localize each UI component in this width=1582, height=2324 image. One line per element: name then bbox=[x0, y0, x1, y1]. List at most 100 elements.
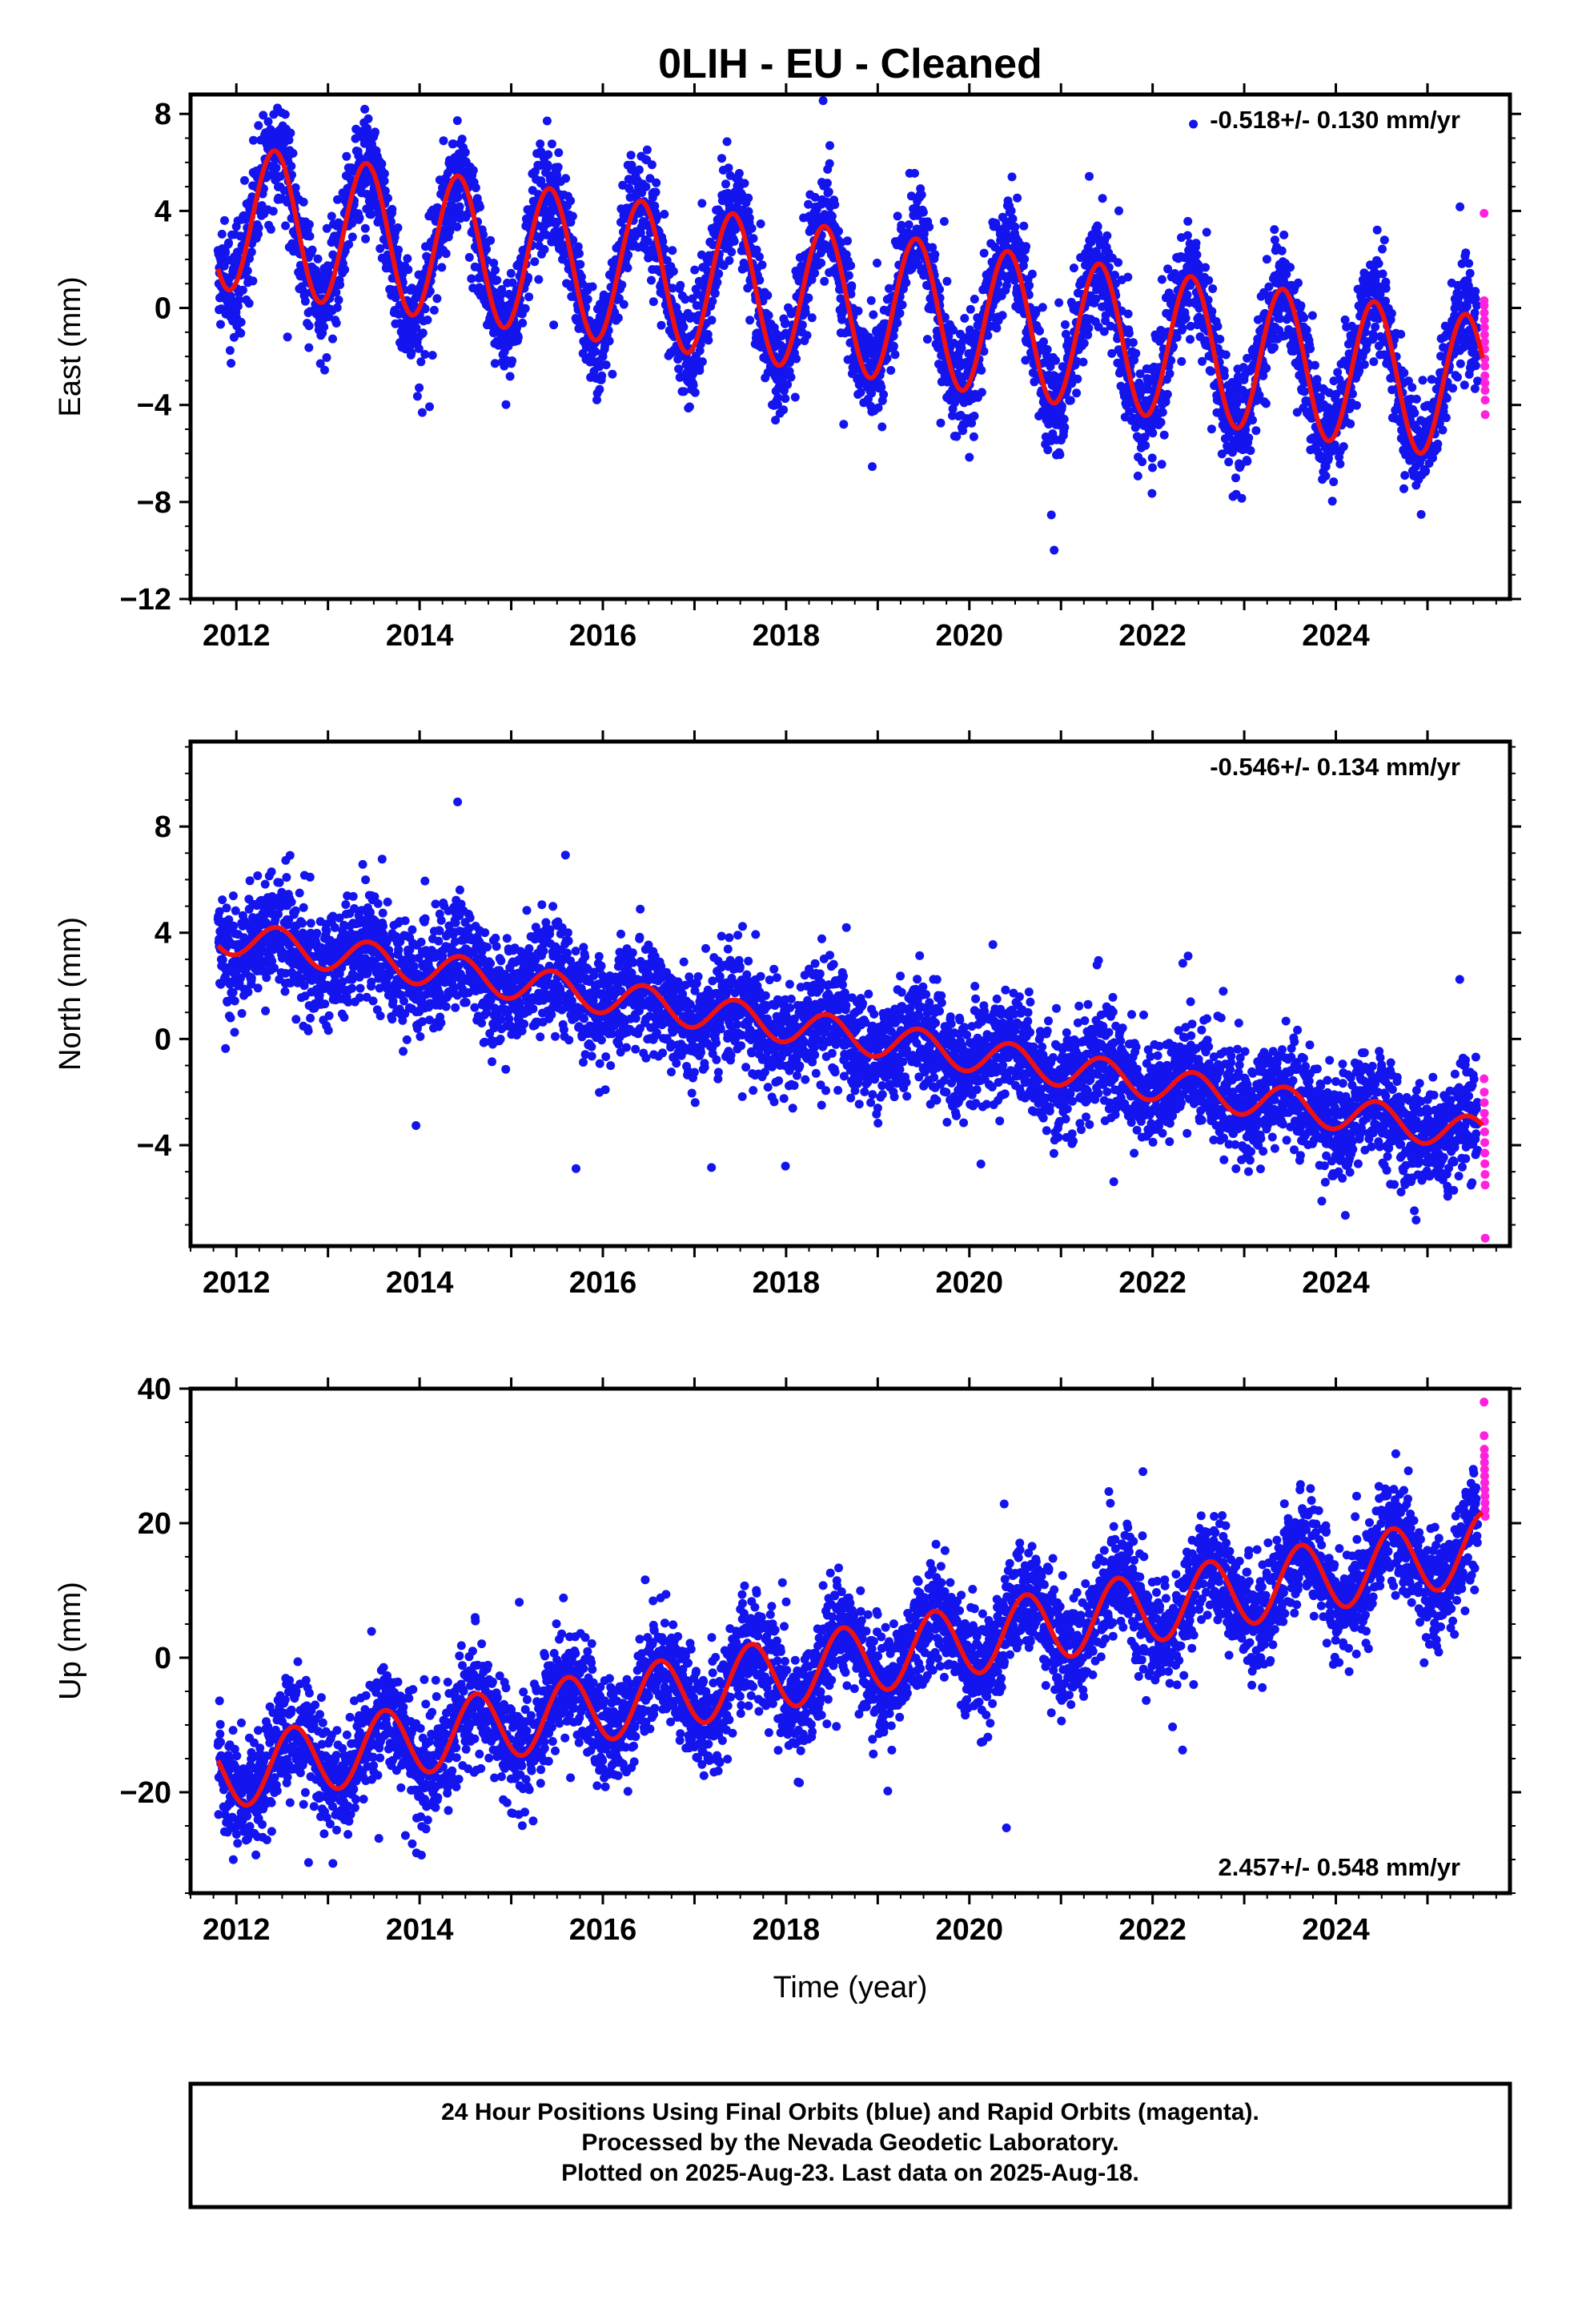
east-final-point bbox=[1131, 348, 1141, 358]
east-final-point bbox=[1237, 493, 1247, 503]
east-final-point bbox=[647, 160, 656, 170]
east-final-point bbox=[977, 365, 986, 375]
east-final-point bbox=[1039, 337, 1048, 347]
east-final-point bbox=[810, 268, 820, 278]
east-final-point bbox=[327, 211, 336, 221]
east-final-point bbox=[221, 247, 231, 257]
east-final-point bbox=[1158, 408, 1167, 417]
east-final-point bbox=[844, 271, 853, 280]
east-final-point bbox=[344, 239, 354, 249]
east-final-point bbox=[1215, 335, 1225, 344]
east-final-point bbox=[247, 247, 256, 257]
east-final-point bbox=[623, 263, 632, 272]
east-ytick-label: 0 bbox=[155, 292, 171, 326]
east-final-point bbox=[868, 462, 877, 472]
east-final-point bbox=[428, 351, 437, 360]
north-final-point bbox=[218, 895, 227, 905]
east-final-point bbox=[922, 335, 932, 344]
north-final-point bbox=[230, 1027, 239, 1037]
east-final-point bbox=[225, 346, 235, 356]
east-final-point bbox=[1400, 471, 1410, 480]
east-final-point bbox=[1299, 313, 1309, 323]
east-final-point bbox=[244, 299, 254, 308]
east-final-point bbox=[322, 223, 331, 233]
east-final-point bbox=[534, 275, 544, 284]
east-rapid-point bbox=[1480, 208, 1489, 218]
east-final-point bbox=[524, 292, 534, 302]
east-final-point bbox=[681, 295, 690, 304]
north-final-orbit-series bbox=[213, 797, 1483, 1224]
east-final-point bbox=[1050, 545, 1059, 555]
east-final-point bbox=[792, 354, 801, 364]
east-final-point bbox=[1008, 214, 1018, 223]
east-final-point bbox=[363, 114, 373, 123]
east-final-point bbox=[1243, 456, 1252, 466]
east-final-point bbox=[573, 242, 583, 251]
east-final-point bbox=[1061, 320, 1070, 329]
east-final-point bbox=[747, 223, 757, 233]
east-final-point bbox=[486, 235, 496, 245]
east-final-point bbox=[271, 163, 281, 173]
east-final-point bbox=[1262, 255, 1271, 264]
east-final-point bbox=[347, 232, 357, 242]
east-final-point bbox=[1456, 359, 1465, 368]
east-final-point bbox=[689, 380, 698, 390]
east-final-point bbox=[992, 324, 1002, 333]
east-final-point bbox=[598, 352, 608, 361]
east-final-point bbox=[692, 301, 701, 310]
east-final-point bbox=[380, 186, 390, 195]
east-final-point bbox=[895, 308, 905, 318]
east-final-point bbox=[1286, 263, 1295, 272]
east-final-point bbox=[1339, 442, 1348, 452]
east-final-point bbox=[367, 210, 375, 219]
east-ytick-label: 8 bbox=[155, 98, 171, 131]
east-final-point bbox=[299, 197, 308, 207]
east-final-point bbox=[818, 96, 828, 106]
east-final-point bbox=[566, 196, 576, 206]
east-final-point bbox=[322, 353, 331, 362]
east-final-point bbox=[568, 235, 578, 245]
east-final-point bbox=[779, 405, 789, 415]
east-final-point bbox=[824, 187, 833, 197]
east-final-point bbox=[897, 220, 906, 230]
east-final-point bbox=[1411, 394, 1421, 404]
east-final-point bbox=[624, 184, 634, 194]
east-final-point bbox=[467, 274, 476, 283]
east-final-point bbox=[658, 237, 668, 247]
east-final-point bbox=[1019, 221, 1029, 231]
east-final-point bbox=[939, 217, 949, 226]
east-final-point bbox=[333, 195, 342, 204]
east-final-point bbox=[1022, 242, 1031, 251]
east-final-point bbox=[820, 276, 829, 286]
east-final-point bbox=[1046, 510, 1056, 520]
east-final-point bbox=[597, 371, 607, 380]
east-final-point bbox=[1208, 284, 1218, 293]
east-final-point bbox=[227, 359, 236, 368]
east-final-point bbox=[1410, 408, 1419, 418]
east-final-point bbox=[429, 305, 439, 315]
east-final-point bbox=[790, 392, 800, 402]
east-final-point bbox=[1147, 489, 1157, 498]
east-final-point bbox=[1159, 430, 1169, 440]
east-final-point bbox=[1329, 477, 1339, 487]
east-final-point bbox=[1379, 235, 1389, 245]
east-final-point bbox=[540, 245, 549, 254]
east-final-point bbox=[877, 422, 887, 432]
east-final-point bbox=[1207, 424, 1216, 434]
east-final-point bbox=[360, 223, 370, 233]
chart-title: 0LIH - EU - Cleaned bbox=[658, 41, 1042, 87]
east-final-point bbox=[331, 319, 341, 328]
east-final-point bbox=[910, 168, 919, 178]
east-final-point bbox=[269, 110, 279, 119]
east-final-point bbox=[437, 263, 447, 272]
east-final-point bbox=[763, 291, 773, 300]
east-final-point bbox=[1213, 322, 1223, 331]
east-final-point bbox=[236, 317, 246, 327]
east-final-point bbox=[1359, 360, 1369, 369]
east-final-point bbox=[307, 245, 317, 255]
east-final-point bbox=[240, 175, 249, 185]
east-final-point bbox=[697, 199, 707, 208]
east-final-point bbox=[280, 110, 290, 119]
